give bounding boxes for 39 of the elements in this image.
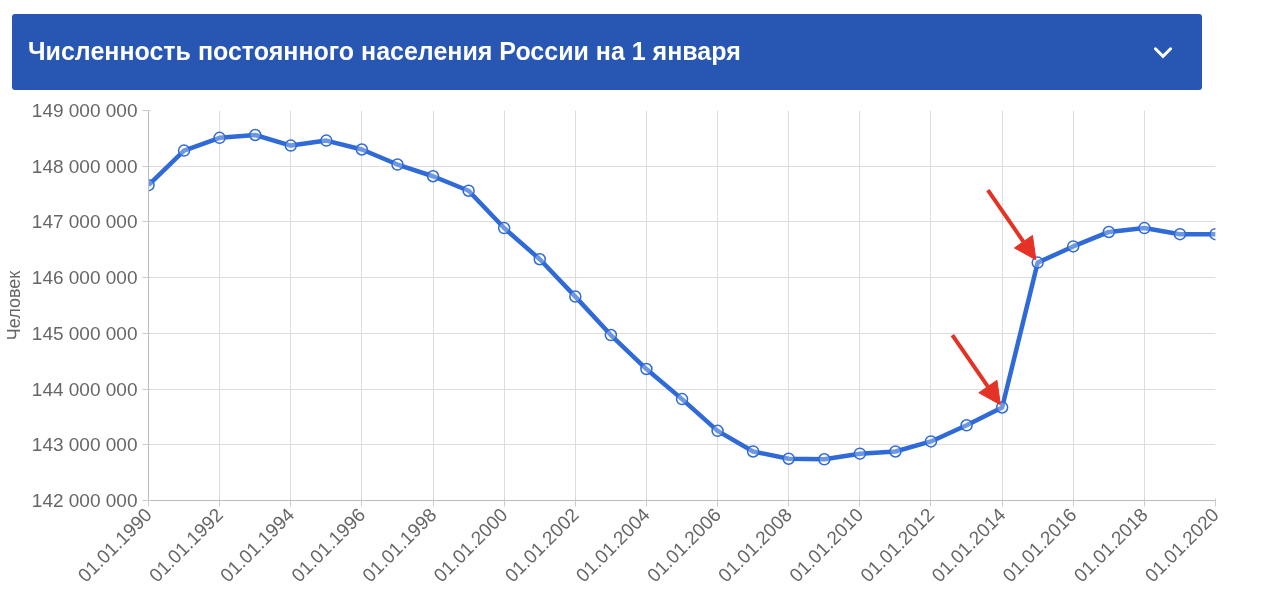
point xyxy=(426,170,440,183)
point xyxy=(782,452,795,465)
point xyxy=(924,435,938,448)
y-tick-label: 146 000 000 xyxy=(31,267,138,289)
y-tick-label: 143 000 000 xyxy=(31,434,138,456)
point xyxy=(889,445,902,458)
y-tick-label: 142 000 000 xyxy=(31,490,138,511)
point xyxy=(284,139,298,152)
point xyxy=(320,134,333,147)
point xyxy=(355,143,369,156)
y-tick-label: 148 000 000 xyxy=(31,155,138,177)
y-tick-label: 145 000 000 xyxy=(31,322,138,344)
point xyxy=(391,158,404,171)
y-tick-label: 144 000 000 xyxy=(31,378,138,400)
point xyxy=(1173,227,1187,241)
chart-title: Численность постоянного населения России на 1 января xyxy=(28,36,741,68)
point xyxy=(675,392,689,406)
point xyxy=(640,362,653,376)
point xyxy=(818,453,831,466)
point xyxy=(711,424,724,438)
y-axis-title: Человек xyxy=(3,270,24,341)
point xyxy=(746,445,760,458)
point xyxy=(497,221,511,235)
point xyxy=(960,419,973,432)
point xyxy=(995,401,1009,414)
point xyxy=(213,131,226,145)
point xyxy=(1066,240,1080,253)
point xyxy=(853,447,867,460)
point xyxy=(462,184,475,197)
point xyxy=(604,328,618,342)
point xyxy=(248,128,262,142)
point xyxy=(1138,221,1151,235)
y-tick-label: 149 000 000 xyxy=(31,100,138,121)
point xyxy=(177,144,191,157)
point xyxy=(1031,256,1044,269)
point xyxy=(533,253,547,266)
point xyxy=(569,290,582,303)
point xyxy=(1102,225,1116,239)
y-tick-label: 147 000 000 xyxy=(31,211,138,233)
